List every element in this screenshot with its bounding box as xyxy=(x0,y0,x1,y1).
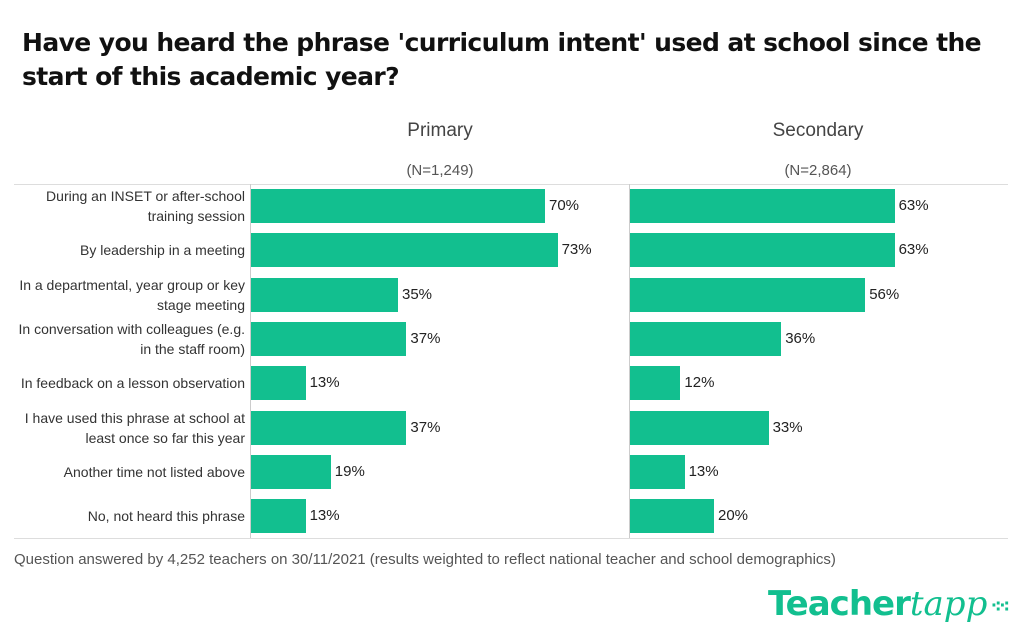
value-label-secondary: 20% xyxy=(718,507,749,525)
category-label: In a departmental, year group or key sta… xyxy=(19,276,245,313)
bar-secondary xyxy=(630,499,714,534)
bar-primary xyxy=(251,277,398,312)
value-label-primary: 70% xyxy=(549,197,580,214)
logo-text-main: Teacher xyxy=(768,584,911,624)
value-label-secondary: 63% xyxy=(898,197,929,214)
bar-secondary xyxy=(630,321,782,356)
bar-secondary xyxy=(630,366,681,401)
value-label-secondary: 63% xyxy=(898,241,929,259)
bar-primary xyxy=(251,410,407,445)
category-label: No, not heard this phrase xyxy=(87,508,245,525)
panel-name-secondary: Secondary xyxy=(772,120,864,141)
panel-n-secondary: (N=2,864) xyxy=(784,162,852,179)
value-label-secondary: 33% xyxy=(772,418,803,436)
category-label: In conversation with colleagues (e.g. in… xyxy=(18,320,245,357)
teachertapp-logo: Teachertapp ·:·: xyxy=(768,580,1010,628)
chart-title: Have you heard the phrase 'curriculum in… xyxy=(22,28,982,91)
bar-secondary xyxy=(630,189,895,223)
top-rule xyxy=(14,184,1008,185)
category-label: Another time not listed above xyxy=(63,463,245,480)
bar-secondary xyxy=(630,454,685,489)
value-label-primary: 13% xyxy=(309,507,340,525)
panel-name-primary: Primary xyxy=(407,120,473,141)
value-label-secondary: 36% xyxy=(785,329,816,347)
bar-secondary xyxy=(630,233,895,268)
logo-text-accent: tapp xyxy=(909,584,988,624)
value-label-primary: 35% xyxy=(402,285,433,303)
value-label-primary: 73% xyxy=(561,241,592,259)
value-label-primary: 19% xyxy=(334,462,365,480)
value-label-primary: 13% xyxy=(309,374,340,392)
panel-n-primary: (N=1,249) xyxy=(406,162,474,179)
category-label: By leadership in a meeting xyxy=(80,242,245,259)
category-label: During an INSET or after-school training… xyxy=(46,188,245,224)
value-label-secondary: 56% xyxy=(869,285,900,303)
value-label-secondary: 12% xyxy=(684,374,715,392)
axis-line-primary xyxy=(250,184,251,538)
logo-dots-icon: ·:·: xyxy=(987,595,1010,615)
bar-primary xyxy=(251,366,306,401)
value-label-secondary: 13% xyxy=(688,462,719,480)
panel-header-primary: Primary (N=1,249) xyxy=(300,120,580,179)
bottom-rule xyxy=(14,538,1008,539)
axis-line-secondary xyxy=(629,184,630,538)
footnote: Question answered by 4,252 teachers on 3… xyxy=(14,551,836,568)
bar-primary xyxy=(251,189,545,223)
bar-secondary xyxy=(630,410,769,445)
value-label-primary: 37% xyxy=(410,418,441,436)
value-label-primary: 37% xyxy=(410,329,441,347)
panel-header-secondary: Secondary (N=2,864) xyxy=(678,120,958,179)
bar-primary xyxy=(251,499,306,534)
bar-secondary xyxy=(630,277,866,312)
bar-primary xyxy=(251,321,407,356)
category-label: I have used this phrase at school at lea… xyxy=(24,409,245,446)
bar-primary xyxy=(251,454,331,489)
bar-primary xyxy=(251,233,558,268)
category-label: In feedback on a lesson observation xyxy=(20,375,245,392)
